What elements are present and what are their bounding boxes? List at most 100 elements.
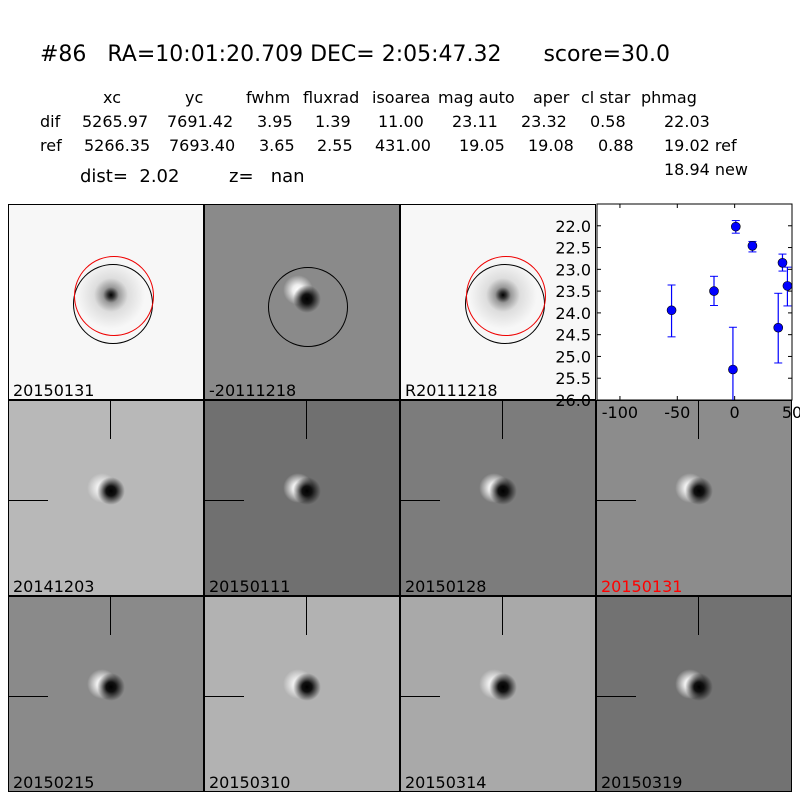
crosshair-vertical — [698, 597, 700, 635]
dipole-dark — [489, 477, 517, 505]
table-cell: 23.11 — [452, 112, 498, 131]
table-cell: 7693.40 — [169, 136, 236, 155]
data-point — [777, 257, 788, 268]
column-header: mag auto — [438, 88, 515, 107]
data-point — [782, 281, 793, 291]
dipole-dark — [97, 673, 125, 701]
y-tick-label: 22.5 — [555, 239, 591, 258]
crosshair-horizontal — [597, 696, 636, 698]
table-cell: 19.08 — [528, 136, 574, 155]
x-tick-label: -100 — [602, 403, 638, 422]
table-cell: 2.55 — [317, 136, 353, 155]
crosshair-vertical — [110, 401, 112, 439]
crosshair-horizontal — [9, 696, 48, 698]
table-cell: 19.05 — [459, 136, 505, 155]
aperture-circle — [268, 267, 348, 347]
data-point — [747, 241, 758, 251]
data-point — [773, 322, 784, 333]
crosshair-horizontal — [9, 500, 48, 502]
stamp-date-label: 20150131 — [13, 381, 95, 400]
data-point — [666, 305, 677, 316]
row-label: dif — [40, 112, 61, 131]
image-stamp: R20111218 — [400, 204, 596, 400]
crosshair-horizontal — [597, 500, 636, 502]
crosshair-horizontal — [205, 500, 244, 502]
column-header: cl star — [581, 88, 631, 107]
crosshair-vertical — [306, 597, 308, 635]
dipole-dark — [293, 673, 321, 701]
data-point — [728, 364, 738, 375]
dist-text: dist= 2.02 — [80, 166, 180, 187]
plot-area — [596, 203, 793, 401]
x-tick-label: -50 — [664, 403, 690, 422]
image-stamp: 20150131 — [596, 400, 792, 596]
column-header: yc — [185, 88, 204, 107]
y-tick-label: 23.0 — [555, 260, 591, 279]
image-stamp: 20150215 — [8, 596, 204, 792]
table-cell: 3.65 — [259, 136, 295, 155]
x-tick-label: 50 — [782, 403, 800, 422]
stamp-date-label: 20141203 — [13, 577, 95, 596]
column-header: phmag — [641, 88, 697, 107]
data-point — [709, 286, 719, 296]
stamp-date-label: R20111218 — [405, 381, 498, 400]
crosshair-vertical — [110, 597, 112, 635]
stamp-date-label: 20150131 — [601, 577, 683, 596]
stamp-date-label: 20150319 — [601, 773, 683, 792]
column-header: fwhm — [246, 88, 291, 107]
image-stamp: 20150314 — [400, 596, 596, 792]
table-cell: 431.00 — [375, 136, 431, 155]
image-stamp: 20141203 — [8, 400, 204, 596]
stamp-date-label: 20150314 — [405, 773, 487, 792]
y-tick-label: 25.0 — [555, 347, 591, 366]
stamp-date-label: 20150215 — [13, 773, 95, 792]
dipole-dark — [685, 477, 713, 505]
crosshair-horizontal — [401, 696, 440, 698]
crosshair-vertical — [306, 401, 308, 439]
data-point — [730, 221, 741, 232]
crosshair-vertical — [502, 597, 504, 635]
reference-circle — [74, 256, 154, 336]
column-header: aper — [533, 88, 570, 107]
dipole-dark — [97, 477, 125, 505]
image-stamp: 20150111 — [204, 400, 400, 596]
column-header: xc — [103, 88, 121, 107]
table-cell: 11.00 — [378, 112, 424, 131]
dipole-dark — [489, 673, 517, 701]
image-stamp: 20150319 — [596, 596, 792, 792]
table-cell: 0.88 — [598, 136, 634, 155]
crosshair-horizontal — [401, 500, 440, 502]
table-cell: 1.39 — [315, 112, 351, 131]
table-cell: 5265.97 — [82, 112, 149, 131]
stamp-date-label: 20150310 — [209, 773, 291, 792]
new-mag-text: 18.94 new — [664, 160, 748, 179]
crosshair-vertical — [698, 401, 700, 439]
y-tick-label: 22.0 — [555, 217, 591, 236]
table-cell: 22.03 — [664, 112, 710, 131]
stamp-date-label: -20111218 — [209, 381, 297, 400]
y-tick-label: 23.5 — [555, 282, 591, 301]
table-cell: 19.02 ref — [664, 136, 737, 155]
table-cell: 23.32 — [521, 112, 567, 131]
crosshair-vertical — [502, 401, 504, 439]
y-tick-label: 25.5 — [555, 369, 591, 388]
dipole-dark — [685, 673, 713, 701]
table-cell: 0.58 — [590, 112, 626, 131]
image-stamp: 20150310 — [204, 596, 400, 792]
table-cell: 5266.35 — [84, 136, 151, 155]
y-tick-label: 26.0 — [555, 391, 591, 410]
image-stamp: 20150128 — [400, 400, 596, 596]
dipole-dark — [293, 477, 321, 505]
x-tick-label: 0 — [730, 403, 740, 422]
reference-circle — [466, 256, 546, 336]
image-stamp: -20111218 — [204, 204, 400, 400]
stamp-date-label: 20150128 — [405, 577, 487, 596]
column-header: fluxrad — [303, 88, 360, 107]
stamp-date-label: 20150111 — [209, 577, 291, 596]
column-header: isoarea — [372, 88, 431, 107]
z-text: z= nan — [229, 166, 305, 187]
candidate-title: #86 RA=10:01:20.709 DEC= 2:05:47.32 scor… — [40, 42, 670, 67]
crosshair-horizontal — [205, 696, 244, 698]
